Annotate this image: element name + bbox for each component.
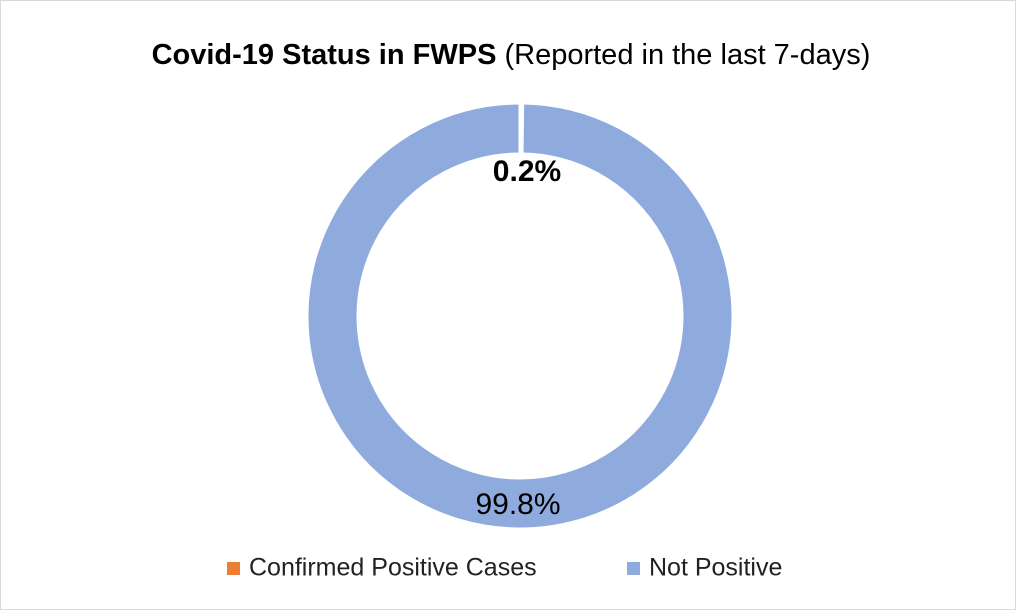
chart-subtitle: (Reported in the last 7-days) [504,39,871,71]
legend-swatch [627,562,640,575]
chart-title-block: Covid-19 Status in FWPS (Reported in the… [121,33,901,77]
data-label: 99.8% [475,488,560,521]
chart-title: Covid-19 Status in FWPS [151,39,497,71]
legend-label: Not Positive [649,554,782,582]
donut-slice [305,101,735,531]
data-label: 0.2% [493,155,561,188]
legend-swatch [227,562,240,575]
legend-label: Confirmed Positive Cases [249,554,537,582]
